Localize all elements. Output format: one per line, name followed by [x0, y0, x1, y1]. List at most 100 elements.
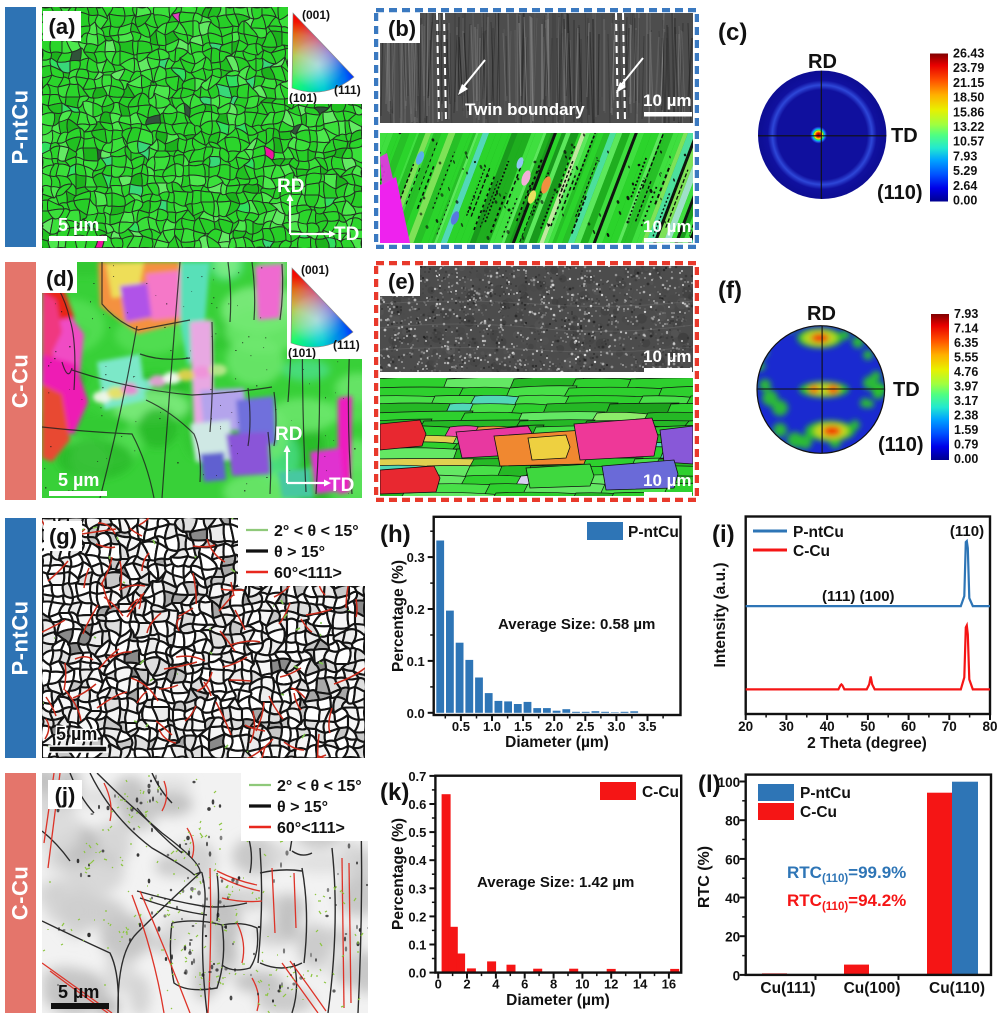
svg-text:0.6: 0.6 — [408, 797, 426, 812]
svg-text:8: 8 — [550, 977, 557, 992]
svg-text:(l): (l) — [698, 771, 721, 798]
svg-text:7.93: 7.93 — [954, 307, 978, 321]
svg-text:5 µm: 5 µm — [56, 724, 97, 744]
svg-text:0.2: 0.2 — [408, 909, 426, 924]
svg-text:Cu(111): Cu(111) — [760, 980, 815, 997]
svg-text:10 µm: 10 µm — [643, 471, 692, 490]
svg-text:Diameter (µm): Diameter (µm) — [505, 734, 609, 751]
svg-text:10 µm: 10 µm — [643, 217, 692, 236]
svg-text:26.43: 26.43 — [953, 47, 984, 61]
svg-text:3.97: 3.97 — [954, 380, 978, 394]
svg-text:5 µm: 5 µm — [58, 215, 99, 235]
svg-text:Cu(100): Cu(100) — [844, 980, 901, 997]
svg-text:80: 80 — [982, 719, 997, 734]
svg-text:10: 10 — [575, 977, 589, 992]
svg-text:(d): (d) — [46, 266, 74, 291]
svg-text:RTC(110)=94.2%: RTC(110)=94.2% — [787, 891, 906, 913]
svg-text:15.86: 15.86 — [953, 105, 984, 119]
svg-text:θ > 15°: θ > 15° — [277, 799, 328, 816]
svg-text:5 µm: 5 µm — [58, 470, 99, 490]
svg-text:Intensity (a.u.): Intensity (a.u.) — [712, 562, 729, 667]
svg-text:20: 20 — [725, 930, 740, 945]
svg-text:(k): (k) — [380, 779, 409, 806]
svg-text:3.5: 3.5 — [638, 719, 656, 734]
svg-text:10 µm: 10 µm — [643, 347, 692, 366]
svg-text:0.3: 0.3 — [407, 550, 425, 565]
svg-text:0.79: 0.79 — [954, 438, 978, 452]
svg-text:2.38: 2.38 — [954, 409, 978, 423]
svg-text:0.00: 0.00 — [953, 194, 977, 208]
svg-text:(111) (100): (111) (100) — [822, 588, 895, 605]
svg-text:(111): (111) — [334, 83, 361, 97]
svg-text:0.2: 0.2 — [407, 602, 425, 617]
svg-text:2° < θ < 15°: 2° < θ < 15° — [274, 523, 359, 540]
svg-text:(h): (h) — [380, 521, 411, 548]
svg-text:TD: TD — [893, 379, 920, 401]
svg-text:(c): (c) — [718, 19, 747, 46]
svg-text:P-ntCu: P-ntCu — [793, 524, 844, 541]
svg-text:Percentage (%): Percentage (%) — [390, 560, 407, 672]
svg-text:RD: RD — [277, 176, 304, 197]
svg-text:60°<111>: 60°<111> — [274, 565, 342, 582]
svg-text:50: 50 — [860, 719, 875, 734]
svg-text:(g): (g) — [49, 524, 77, 549]
svg-text:0.4: 0.4 — [408, 853, 427, 868]
svg-text:4.76: 4.76 — [954, 365, 978, 379]
svg-text:(001): (001) — [301, 263, 329, 277]
svg-text:20: 20 — [738, 719, 753, 734]
svg-text:21.15: 21.15 — [953, 76, 984, 90]
svg-text:C-Cu: C-Cu — [793, 543, 830, 560]
svg-text:RTC(110)=99.9%: RTC(110)=99.9% — [787, 863, 906, 885]
svg-text:RD: RD — [807, 303, 836, 325]
svg-text:6.35: 6.35 — [954, 336, 978, 350]
svg-text:2.0: 2.0 — [545, 719, 563, 734]
svg-text:(111): (111) — [333, 338, 360, 352]
svg-text:TD: TD — [891, 125, 918, 147]
svg-text:C-Cu: C-Cu — [800, 804, 837, 821]
svg-text:3.0: 3.0 — [607, 719, 625, 734]
svg-text:0.3: 0.3 — [408, 881, 426, 896]
svg-text:2.64: 2.64 — [953, 179, 977, 193]
svg-text:5 µm: 5 µm — [58, 982, 99, 1002]
svg-text:16: 16 — [662, 977, 676, 992]
svg-text:Percentage (%): Percentage (%) — [390, 818, 407, 930]
svg-text:Cu(110): Cu(110) — [929, 980, 985, 997]
svg-text:7.93: 7.93 — [953, 149, 977, 163]
svg-text:4: 4 — [492, 977, 500, 992]
svg-text:13.22: 13.22 — [953, 120, 984, 134]
svg-text:100: 100 — [718, 775, 741, 790]
svg-text:2: 2 — [463, 977, 470, 992]
svg-text:Average Size: 0.58 µm: Average Size: 0.58 µm — [498, 616, 655, 633]
svg-text:0.1: 0.1 — [407, 654, 425, 669]
svg-text:(101): (101) — [288, 346, 316, 359]
svg-text:60: 60 — [901, 719, 916, 734]
svg-text:70: 70 — [942, 719, 957, 734]
svg-text:(101): (101) — [289, 91, 317, 104]
svg-text:0.5: 0.5 — [408, 825, 426, 840]
svg-text:0.00: 0.00 — [954, 452, 978, 466]
svg-text:θ > 15°: θ > 15° — [274, 544, 325, 561]
svg-text:(i): (i) — [712, 521, 735, 548]
svg-text:6: 6 — [521, 977, 528, 992]
svg-text:(a): (a) — [49, 14, 76, 39]
svg-text:(110): (110) — [950, 523, 984, 540]
svg-text:(e): (e) — [388, 269, 415, 294]
svg-text:C-Cu: C-Cu — [642, 784, 679, 801]
svg-text:80: 80 — [725, 814, 740, 829]
svg-text:Average Size: 1.42 µm: Average Size: 1.42 µm — [477, 874, 634, 891]
svg-text:5.29: 5.29 — [953, 164, 977, 178]
svg-text:23.79: 23.79 — [953, 61, 984, 75]
svg-text:1.0: 1.0 — [483, 719, 501, 734]
svg-text:0.1: 0.1 — [408, 938, 426, 953]
svg-text:7.14: 7.14 — [954, 322, 978, 336]
svg-text:1.59: 1.59 — [954, 423, 978, 437]
svg-text:0.0: 0.0 — [407, 706, 425, 721]
svg-text:RTC (%): RTC (%) — [696, 846, 713, 908]
svg-text:RD: RD — [275, 424, 302, 445]
svg-text:0.5: 0.5 — [452, 719, 470, 734]
svg-text:P-ntCu: P-ntCu — [800, 785, 851, 802]
svg-text:(110): (110) — [877, 182, 923, 204]
svg-text:0: 0 — [435, 977, 442, 992]
svg-text:10.57: 10.57 — [953, 135, 984, 149]
svg-text:2 Theta (degree): 2 Theta (degree) — [807, 735, 927, 752]
